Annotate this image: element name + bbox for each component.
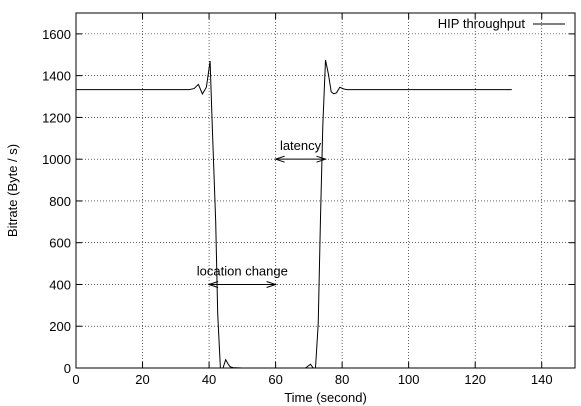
x-tick-label: 80 [335,372,349,387]
annotation-label: latency [280,138,322,153]
x-tick-label: 140 [531,372,553,387]
x-tick-label: 60 [268,372,282,387]
annotation-arrowhead-left [274,155,285,163]
x-tick-label: 0 [72,372,79,387]
x-tick-label: 120 [464,372,486,387]
annotation-arrowhead-right [266,280,278,288]
x-tick-label: 40 [202,372,216,387]
plot-frame [75,12,576,369]
series-layer [76,59,512,369]
x-tick-label: 100 [398,372,420,387]
annotation-arrowhead-right [316,155,328,163]
y-tick-label: 1200 [42,110,71,125]
y-tick-label: 200 [49,319,71,334]
y-tick-label: 1400 [42,69,71,84]
legend: HIP throughput [438,16,565,31]
y-tick-label: 0 [64,361,71,376]
x-tick-label: 20 [135,372,149,387]
y-tick-label: 1000 [42,152,71,167]
legend-label: HIP throughput [438,16,526,31]
annotation-layer: latency location change [197,138,328,288]
y-tick-label: 1600 [42,27,71,42]
x-axis-label: Time (second) [284,390,367,405]
series-line-0 [76,59,512,369]
y-axis-label: Bitrate (Byte / s) [5,144,20,237]
y-tick-label: 800 [49,194,71,209]
annotation-label: location change [197,263,288,278]
annotation-arrowhead-left [207,280,219,288]
y-tick-label: 400 [49,277,71,292]
axis-ticks: 0 20 40 60 80 100 120 1400200400600800100012001… [42,13,575,387]
y-tick-label: 600 [49,236,71,251]
